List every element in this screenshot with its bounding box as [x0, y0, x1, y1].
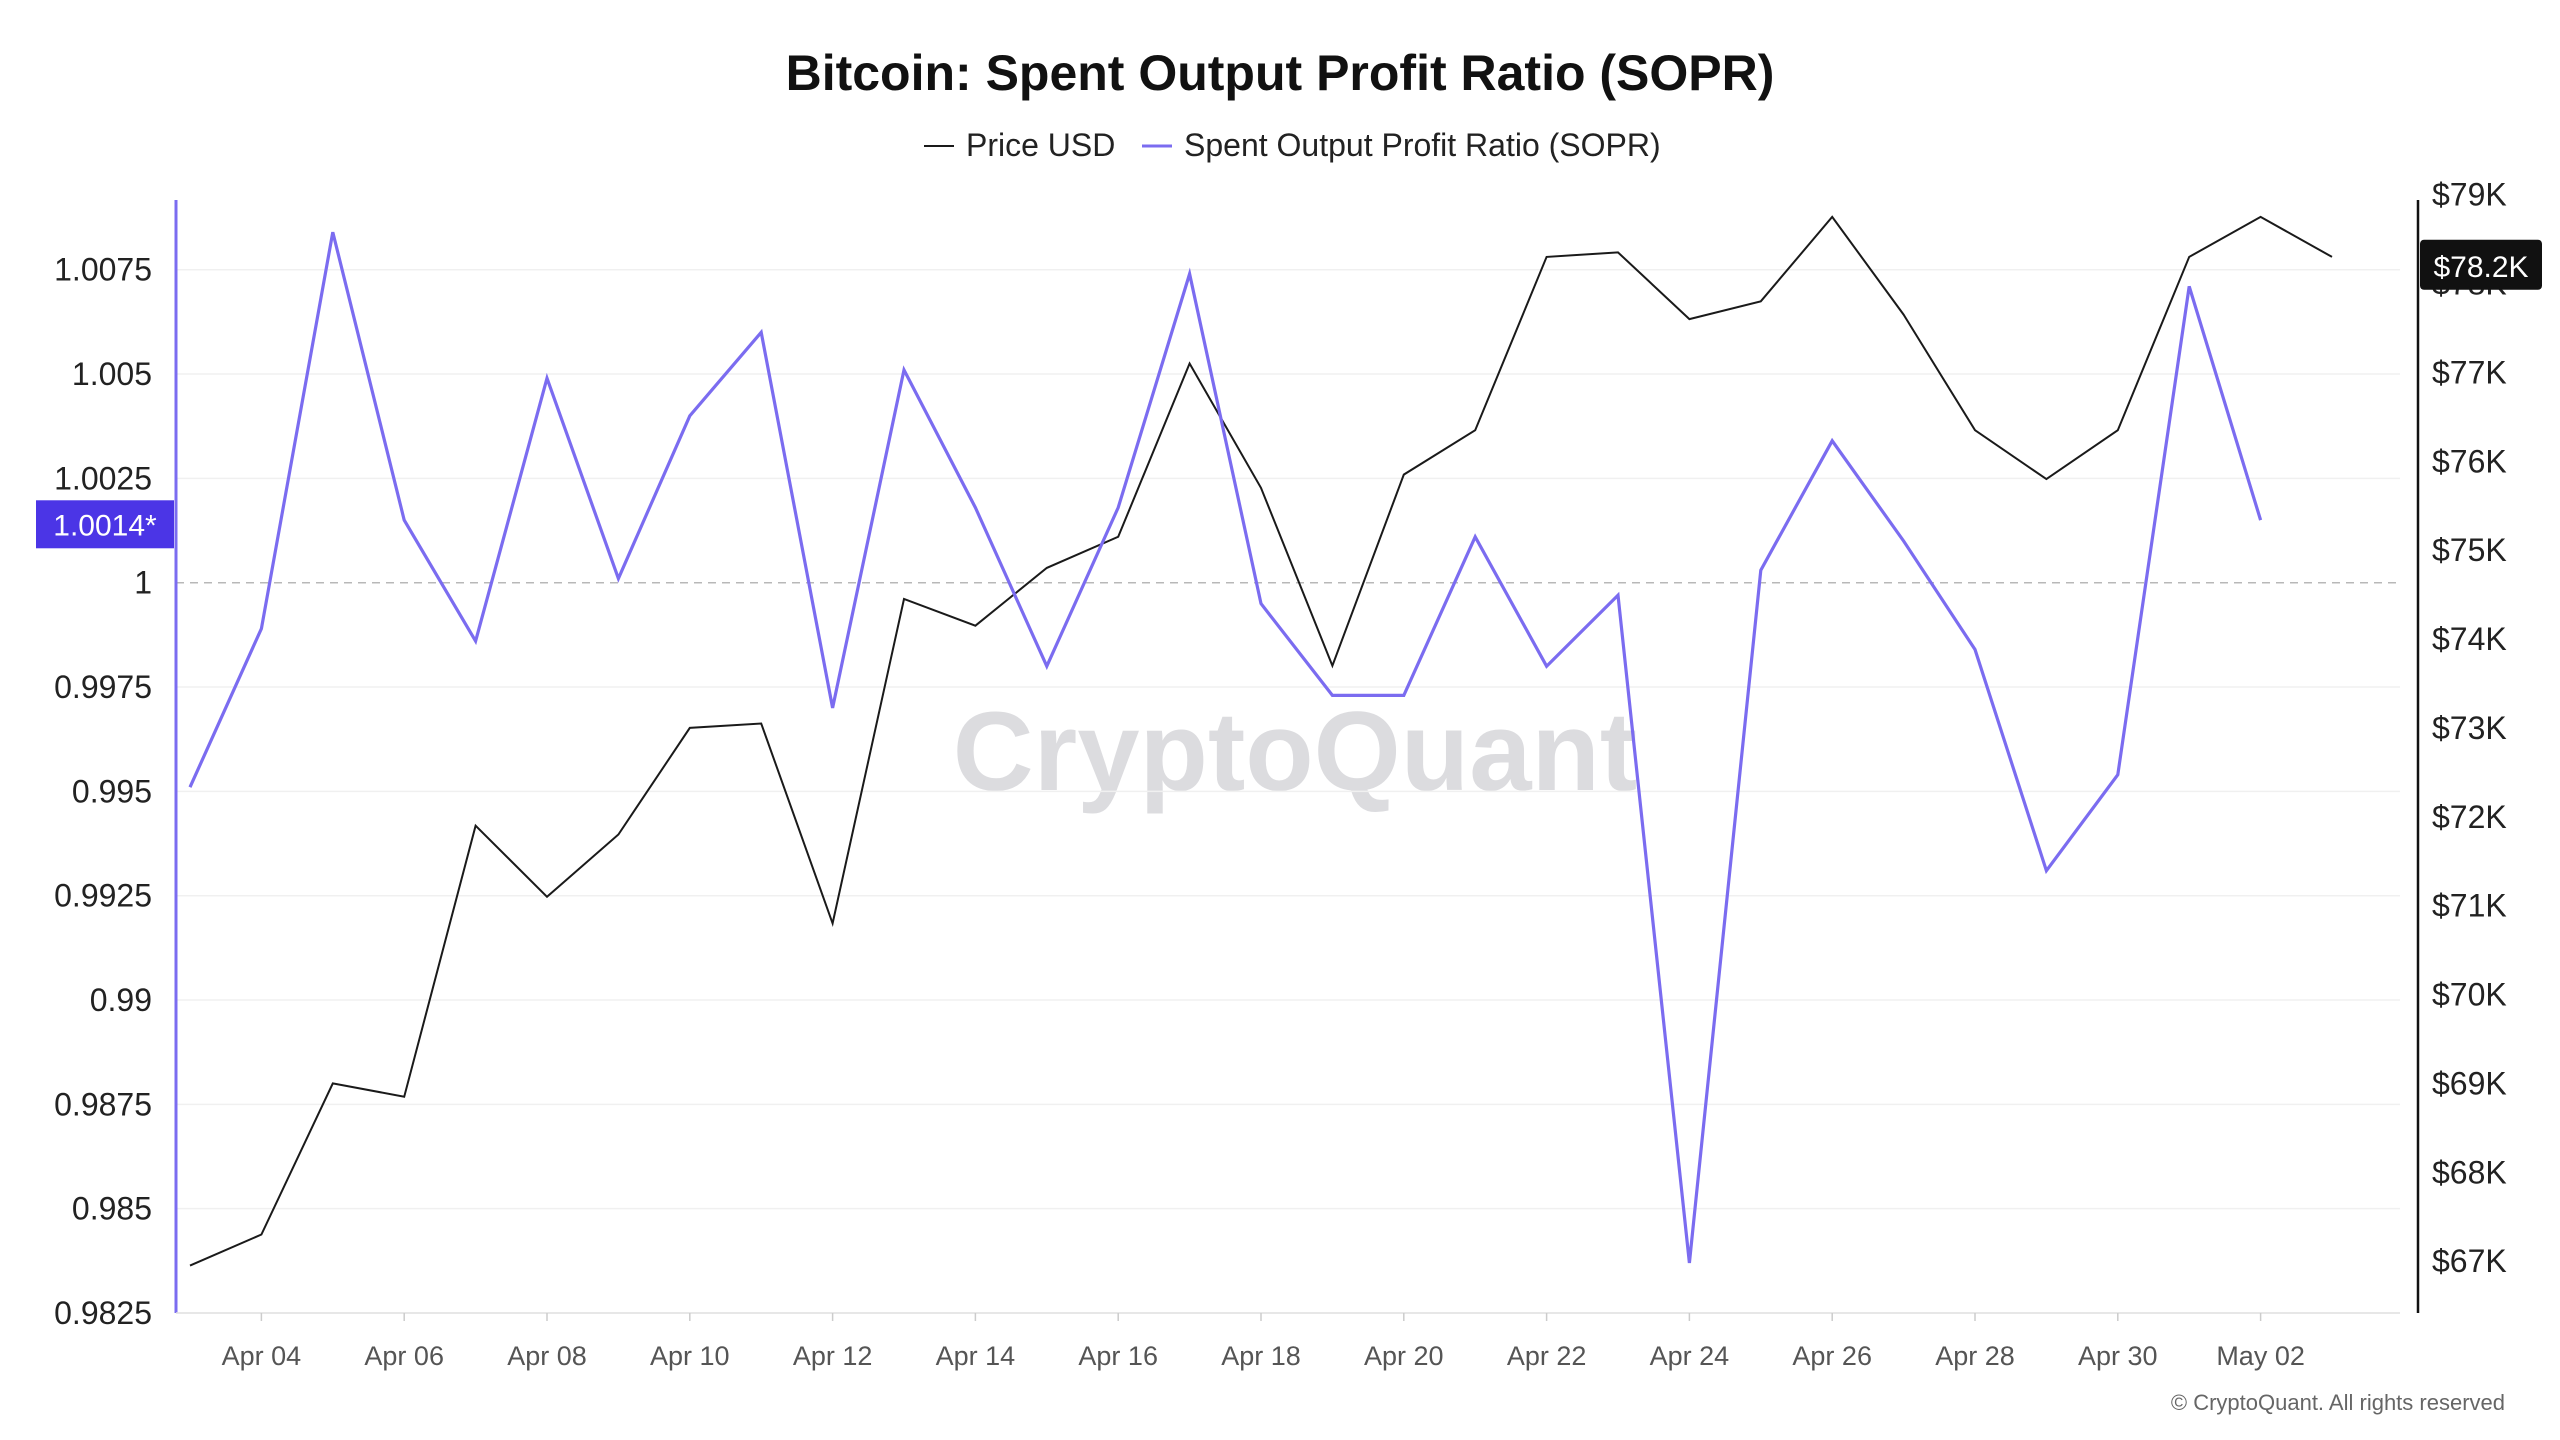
sopr-current-badge: [36, 500, 174, 549]
right-tick-label: $70K: [2432, 977, 2507, 1013]
x-tick-label: Apr 04: [222, 1341, 302, 1371]
left-tick-label: 1.0075: [54, 252, 152, 288]
price-usd-line: [189, 215, 2333, 1267]
right-tick-label: $72K: [2432, 799, 2507, 835]
sopr-line: [188, 231, 2263, 1264]
left-tick-label: 0.995: [72, 773, 152, 809]
right-tick-label: $69K: [2432, 1065, 2507, 1101]
x-tick-label: Apr 06: [364, 1341, 444, 1371]
x-tick-label: Apr 14: [936, 1341, 1016, 1371]
left-tick-label: 1.005: [72, 356, 152, 392]
price-current-badge: [2420, 239, 2542, 290]
chart-title: Bitcoin: Spent Output Profit Ratio (SOPR…: [786, 45, 1775, 101]
grid: [176, 268, 2400, 1314]
left-tick-label: 0.9875: [54, 1086, 152, 1122]
right-tick-label: $77K: [2432, 354, 2507, 390]
x-tick-label: Apr 16: [1078, 1341, 1158, 1371]
x-tick-label: Apr 22: [1507, 1341, 1587, 1371]
value-badges: 1.0014* $78.2K: [36, 239, 2542, 549]
copyright-notice: © CryptoQuant. All rights reserved: [2171, 1390, 2505, 1415]
x-tick-label: Apr 18: [1221, 1341, 1301, 1371]
right-tick-label: $68K: [2432, 1154, 2507, 1190]
x-tick-label: Apr 12: [793, 1341, 873, 1371]
legend: Price USD Spent Output Profit Ratio (SOP…: [924, 127, 1661, 163]
legend-label-price: Price USD: [966, 127, 1115, 163]
watermark: CryptoQuant: [953, 689, 1637, 814]
left-tick-label: 0.9975: [54, 669, 152, 705]
right-tick-label: $73K: [2432, 710, 2507, 746]
sopr-current-badge-label: 1.0014*: [53, 509, 157, 542]
legend-item-sopr[interactable]: Spent Output Profit Ratio (SOPR): [1142, 127, 1661, 163]
left-tick-label: 1: [134, 565, 152, 601]
right-tick-label: $71K: [2432, 888, 2507, 924]
price-current-badge-label: $78.2K: [2433, 251, 2528, 284]
x-tick-label: Apr 30: [2078, 1341, 2158, 1371]
right-tick-label: $67K: [2432, 1243, 2507, 1279]
x-tick-label: Apr 28: [1935, 1341, 2015, 1371]
left-tick-label: 0.985: [72, 1191, 152, 1227]
axes: 1.0075 1.005 1.0025 1 0.9975 0.995 0.9925 0.99 0…: [54, 177, 2507, 1371]
left-tick-label: 0.99: [90, 982, 152, 1018]
x-tick-label: Apr 24: [1650, 1341, 1730, 1371]
series-lines: [188, 215, 2333, 1267]
right-tick-label: $74K: [2432, 621, 2507, 657]
x-tick-label: May 02: [2216, 1341, 2305, 1371]
left-tick-label: 1.0025: [54, 460, 152, 496]
right-tick-label: $76K: [2432, 443, 2507, 479]
left-tick-label: 0.9925: [54, 878, 152, 914]
x-tick-label: Apr 08: [507, 1341, 587, 1371]
right-tick-label: $79K: [2432, 177, 2507, 213]
x-tick-label: Apr 26: [1792, 1341, 1872, 1371]
legend-item-price[interactable]: Price USD: [924, 127, 1115, 163]
x-tick-label: Apr 20: [1364, 1341, 1444, 1371]
x-tick-label: Apr 10: [650, 1341, 730, 1371]
left-tick-label: 0.9825: [54, 1295, 152, 1331]
right-tick-label: $75K: [2432, 532, 2507, 568]
legend-label-sopr: Spent Output Profit Ratio (SOPR): [1184, 127, 1661, 163]
